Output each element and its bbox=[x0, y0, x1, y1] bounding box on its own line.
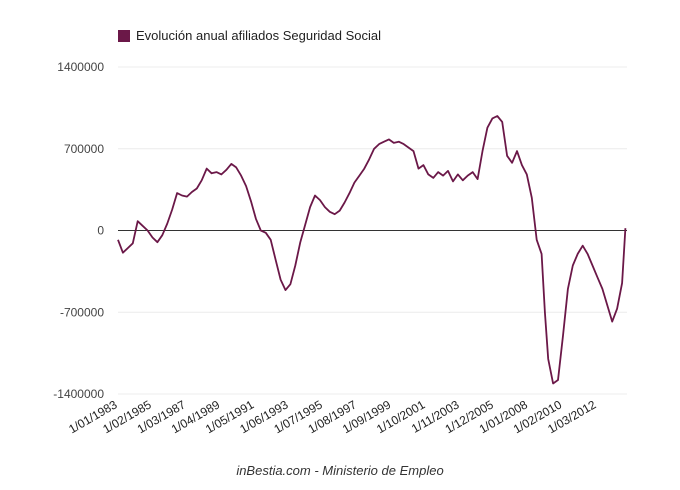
y-tick-label: -1400000 bbox=[53, 387, 104, 401]
legend-swatch bbox=[118, 29, 130, 42]
legend-label: Evolución anual afiliados Seguridad Soci… bbox=[136, 28, 381, 43]
gridlines bbox=[118, 66, 627, 395]
x-axis-ticks: 1/01/19831/02/19851/03/19871/04/19891/05… bbox=[66, 397, 598, 436]
legend: Evolución anual afiliados Seguridad Soci… bbox=[118, 28, 381, 43]
y-axis-ticks: 1400000 700000 0 -700000 -1400000 bbox=[53, 60, 104, 401]
source-note: inBestia.com - Ministerio de Empleo bbox=[236, 463, 444, 478]
series-line bbox=[117, 115, 627, 385]
y-tick-label: 700000 bbox=[64, 142, 104, 156]
y-tick-label: 1400000 bbox=[57, 60, 104, 74]
y-tick-label: -700000 bbox=[60, 305, 104, 319]
y-tick-label: 0 bbox=[97, 224, 104, 238]
